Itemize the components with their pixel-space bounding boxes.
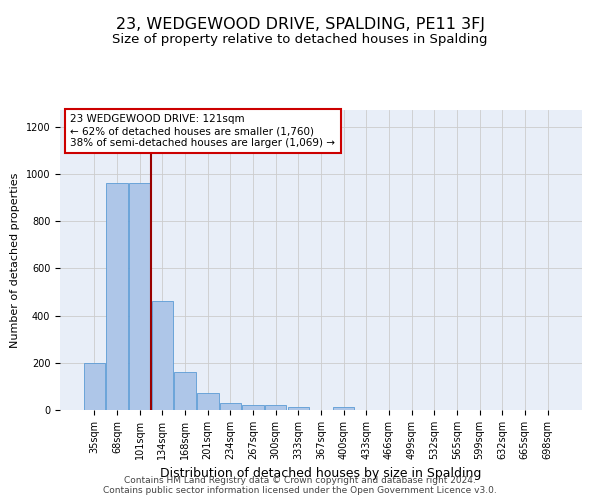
Bar bbox=[175, 372, 196, 410]
Bar bbox=[152, 302, 173, 410]
Text: 23 WEDGEWOOD DRIVE: 121sqm
← 62% of detached houses are smaller (1,760)
38% of s: 23 WEDGEWOOD DRIVE: 121sqm ← 62% of deta… bbox=[70, 114, 335, 148]
Bar bbox=[265, 406, 286, 410]
Bar bbox=[333, 407, 355, 410]
Y-axis label: Number of detached properties: Number of detached properties bbox=[10, 172, 20, 348]
Bar bbox=[220, 404, 241, 410]
Bar bbox=[84, 363, 105, 410]
Bar bbox=[197, 394, 218, 410]
Text: Contains HM Land Registry data © Crown copyright and database right 2024.
Contai: Contains HM Land Registry data © Crown c… bbox=[103, 476, 497, 495]
Bar bbox=[106, 183, 128, 410]
X-axis label: Distribution of detached houses by size in Spalding: Distribution of detached houses by size … bbox=[160, 468, 482, 480]
Text: Size of property relative to detached houses in Spalding: Size of property relative to detached ho… bbox=[112, 32, 488, 46]
Bar bbox=[129, 183, 151, 410]
Bar bbox=[242, 405, 264, 410]
Text: 23, WEDGEWOOD DRIVE, SPALDING, PE11 3FJ: 23, WEDGEWOOD DRIVE, SPALDING, PE11 3FJ bbox=[115, 18, 485, 32]
Bar bbox=[287, 407, 309, 410]
